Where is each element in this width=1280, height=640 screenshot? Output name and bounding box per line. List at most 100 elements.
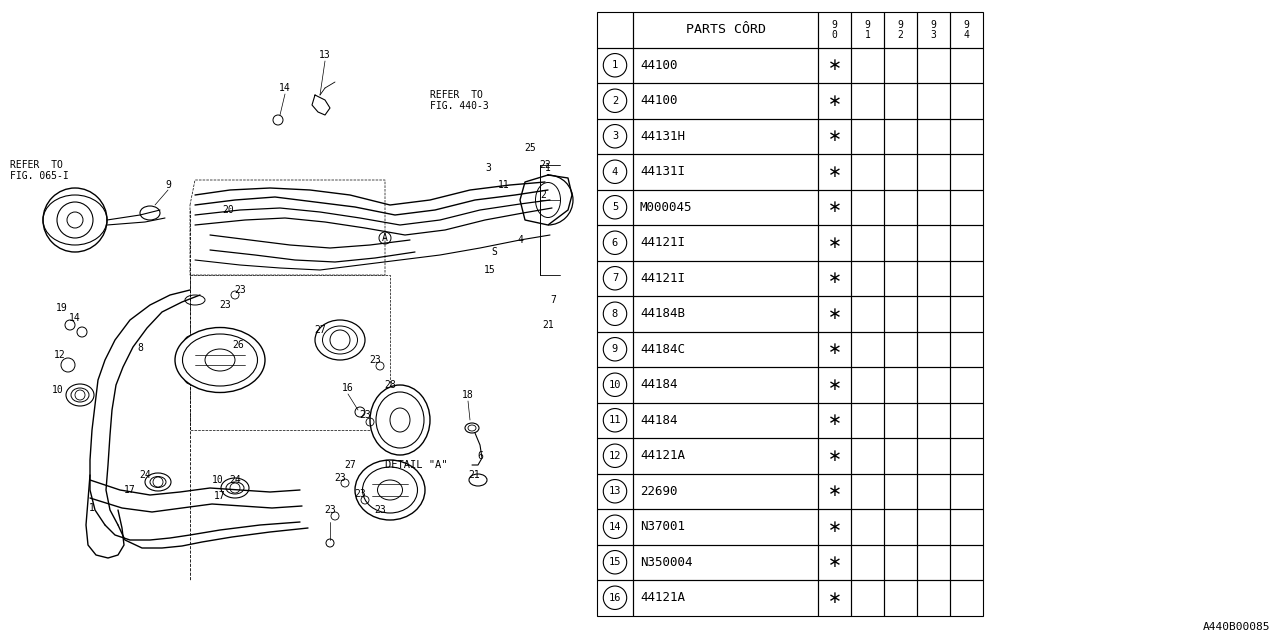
Bar [884,367,916,403]
Bar [950,260,983,296]
Text: 11: 11 [498,180,509,190]
Bar [884,509,916,545]
Bar [818,403,851,438]
Bar [634,474,818,509]
Bar [884,83,916,118]
Text: ∗: ∗ [828,483,841,500]
Bar [884,332,916,367]
Text: 9
4: 9 4 [964,20,969,40]
Ellipse shape [67,384,93,406]
Text: 26: 26 [232,340,244,350]
Bar [818,154,851,189]
Text: 2: 2 [540,190,547,200]
Bar [818,332,851,367]
Bar [884,225,916,260]
Bar [851,12,884,47]
Bar [950,367,983,403]
Bar [818,47,851,83]
Bar [851,154,884,189]
Bar [634,225,818,260]
Bar [818,367,851,403]
Bar [851,403,884,438]
Ellipse shape [370,385,430,455]
Text: 4: 4 [517,235,524,245]
Bar [884,403,916,438]
Text: ∗: ∗ [828,518,841,536]
Bar [634,403,818,438]
Bar [884,296,916,332]
Text: 14: 14 [279,83,291,93]
Text: 3: 3 [485,163,492,173]
Bar [818,545,851,580]
Text: ∗: ∗ [828,376,841,394]
Bar [950,47,983,83]
Bar [851,438,884,474]
Bar [916,260,950,296]
Bar [950,438,983,474]
Text: 10: 10 [52,385,64,395]
Text: 2: 2 [612,96,618,106]
Text: 9
2: 9 2 [897,20,904,40]
Bar [950,189,983,225]
Text: ∗: ∗ [828,92,841,109]
Text: 9
3: 9 3 [931,20,937,40]
Text: ∗: ∗ [828,234,841,252]
Bar [851,545,884,580]
Bar [596,367,634,403]
Bar [916,403,950,438]
Bar [916,545,950,580]
Text: PARTS CÔRD: PARTS CÔRD [686,23,765,36]
Text: 27: 27 [344,460,356,470]
Bar [596,403,634,438]
Text: 1: 1 [612,60,618,70]
Text: 21: 21 [468,470,480,480]
Text: 24: 24 [140,470,151,480]
Text: 19: 19 [56,303,68,313]
Bar [851,47,884,83]
Text: 23: 23 [355,489,366,499]
Text: 23: 23 [334,473,346,483]
Bar [596,260,634,296]
Bar [596,225,634,260]
Text: ∗: ∗ [828,127,841,145]
Bar [596,545,634,580]
Bar [634,580,818,616]
Text: ∗: ∗ [828,163,841,180]
Bar [950,154,983,189]
Bar [818,225,851,260]
Text: 7: 7 [550,295,556,305]
Ellipse shape [221,478,250,498]
Ellipse shape [175,328,265,392]
Text: 23: 23 [369,355,381,365]
Bar [818,118,851,154]
Bar [950,118,983,154]
Text: 16: 16 [609,593,621,603]
Text: 14: 14 [609,522,621,532]
Bar [916,509,950,545]
Bar [884,118,916,154]
Text: 1: 1 [545,163,550,173]
Bar [950,12,983,47]
Bar [950,545,983,580]
Bar [596,47,634,83]
Bar [884,580,916,616]
Bar [884,545,916,580]
Bar [634,332,818,367]
Text: 18: 18 [462,390,474,400]
Text: 23: 23 [324,505,335,515]
Bar [634,83,818,118]
Bar [818,189,851,225]
Ellipse shape [315,320,365,360]
Bar [596,474,634,509]
Text: FIG. 065-I: FIG. 065-I [10,171,69,181]
Text: N37001: N37001 [640,520,685,533]
Text: 21: 21 [543,320,554,330]
Bar [851,474,884,509]
Bar [884,47,916,83]
Bar [596,118,634,154]
Bar [884,12,916,47]
Text: 7: 7 [612,273,618,284]
Text: 44184: 44184 [640,413,677,427]
Bar [596,332,634,367]
Bar [851,225,884,260]
